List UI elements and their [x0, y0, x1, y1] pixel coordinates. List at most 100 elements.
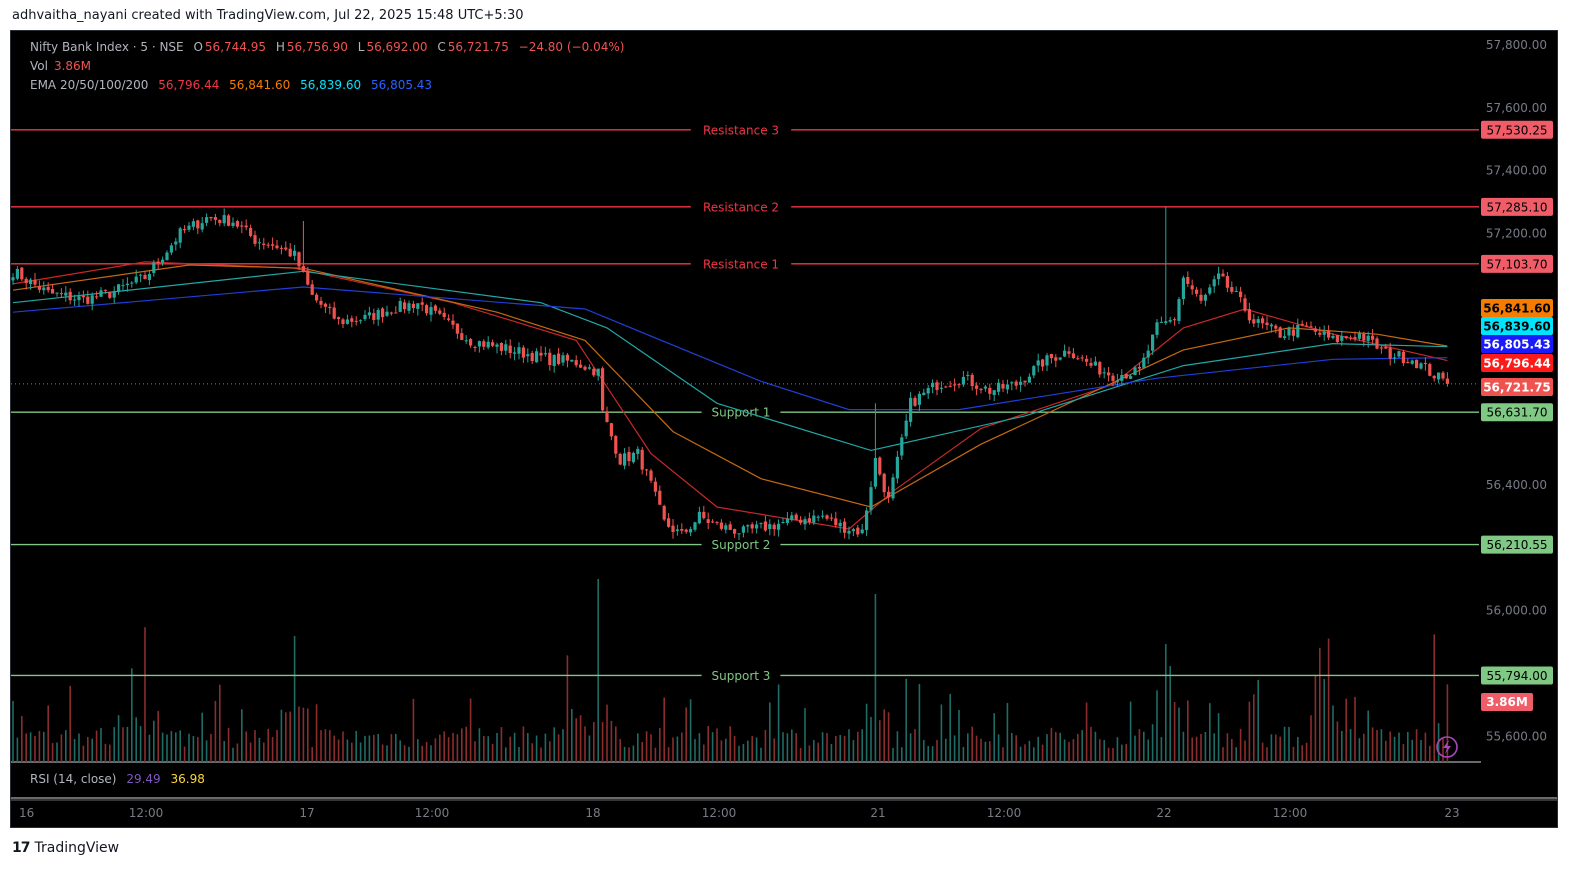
- candle-body: [847, 530, 851, 534]
- volume-bar: [703, 744, 705, 762]
- candle-body: [909, 397, 913, 422]
- volume-bar: [1222, 747, 1224, 762]
- candle-body: [143, 274, 147, 280]
- level-price-tag-text: 55,794.00: [1486, 669, 1547, 683]
- candle-body: [768, 524, 772, 530]
- volume-bar: [984, 741, 987, 762]
- candle-body: [715, 522, 719, 524]
- volume-bar: [1424, 732, 1427, 762]
- candle-body: [1256, 319, 1260, 323]
- candle-body: [284, 247, 288, 250]
- candle-body: [513, 352, 517, 354]
- candle-body: [1151, 334, 1155, 351]
- candle-body: [790, 515, 794, 521]
- candle-body: [447, 318, 451, 320]
- volume-bar: [861, 729, 863, 762]
- volume-bar: [65, 730, 67, 762]
- volume-bar: [56, 742, 58, 762]
- volume-bar: [135, 717, 137, 762]
- volume-bar: [1358, 738, 1361, 762]
- volume-bar: [1178, 707, 1180, 762]
- candle-body: [737, 533, 741, 535]
- candle-body: [213, 216, 217, 220]
- volume-bar: [1266, 747, 1268, 762]
- volume-bar: [1402, 744, 1405, 762]
- candle-body: [433, 305, 437, 311]
- volume-bar: [632, 745, 635, 762]
- volume-bar: [557, 734, 560, 762]
- volume-bar: [439, 734, 441, 762]
- ema100-line: [12, 270, 1448, 452]
- symbol-label[interactable]: Nifty Bank Index · 5 · NSE: [30, 40, 184, 54]
- volume-bar: [443, 731, 445, 762]
- candle-body: [139, 274, 143, 276]
- volume-bar: [1015, 735, 1017, 762]
- candle-body: [869, 487, 873, 511]
- volume-bar: [747, 740, 749, 762]
- candle-body: [1129, 376, 1133, 379]
- volume-bar: [183, 746, 186, 762]
- tradingview-logo-icon[interactable]: 17: [12, 840, 31, 856]
- volume-bar: [535, 735, 538, 762]
- volume-bar: [1367, 710, 1369, 762]
- candle-body: [785, 518, 789, 523]
- ema200-value: 56,805.43: [370, 78, 433, 92]
- volume-bar: [1393, 736, 1396, 762]
- candle-body: [570, 359, 574, 362]
- volume-bar: [179, 730, 181, 762]
- rsi-label[interactable]: RSI (14, close): [30, 772, 117, 786]
- volume-bar: [1354, 696, 1356, 762]
- candle-body: [1208, 287, 1212, 294]
- candle-body: [711, 521, 715, 523]
- volume-bar: [60, 734, 63, 762]
- volume-bar: [641, 742, 643, 762]
- volume-bar: [1407, 731, 1409, 762]
- volume-bar: [1226, 733, 1229, 762]
- candle-body: [631, 452, 635, 463]
- volume-bar: [346, 739, 349, 762]
- volume-bar: [25, 733, 27, 762]
- candle-body: [249, 228, 253, 236]
- candle-body: [645, 469, 649, 471]
- candle-body: [279, 247, 283, 249]
- volume-bar: [887, 712, 890, 762]
- candle-body: [939, 387, 943, 389]
- candle-body: [1278, 327, 1282, 338]
- candle-body: [1331, 335, 1335, 339]
- candle-body: [156, 261, 160, 264]
- volume-bar: [857, 731, 859, 762]
- volume-bar: [1085, 702, 1088, 762]
- candle-body: [1366, 335, 1370, 341]
- candle-body: [473, 347, 477, 349]
- candle-body: [1217, 273, 1221, 280]
- volume-bar: [285, 712, 287, 762]
- volume-bar: [716, 728, 718, 762]
- time-axis-label: 17: [299, 806, 314, 820]
- volume-bar: [474, 741, 476, 762]
- volume-bar: [751, 736, 753, 762]
- volume-bar: [509, 736, 511, 762]
- candle-body: [1247, 309, 1251, 321]
- footer-brand[interactable]: TradingView: [34, 840, 120, 856]
- level-price-tag: [1481, 535, 1553, 554]
- candle-body: [1137, 366, 1141, 369]
- volume-label[interactable]: Vol: [30, 59, 48, 73]
- candle-body: [1362, 333, 1366, 341]
- ema-label[interactable]: EMA 20/50/100/200: [30, 78, 149, 92]
- volume-bar: [1288, 726, 1290, 762]
- candle-body: [1124, 373, 1128, 379]
- candlestick-chart[interactable]: Resistance 3 Resistance 2 Resistance 1 Supp…: [11, 31, 1557, 827]
- candle-body: [1357, 333, 1361, 339]
- candle-body: [37, 286, 41, 290]
- chart-area[interactable]: Resistance 3 Resistance 2 Resistance 1 Supp…: [10, 30, 1558, 828]
- volume-bar: [786, 733, 789, 762]
- volume-bar: [192, 736, 195, 762]
- volume-bar: [38, 730, 41, 762]
- volume-bar: [848, 729, 850, 762]
- candle-body: [477, 341, 481, 347]
- volume-bar: [329, 730, 331, 762]
- level-label-bg: [690, 120, 792, 139]
- volume-bar: [980, 738, 982, 762]
- candle-body: [1098, 362, 1102, 375]
- candle-body: [1221, 273, 1225, 277]
